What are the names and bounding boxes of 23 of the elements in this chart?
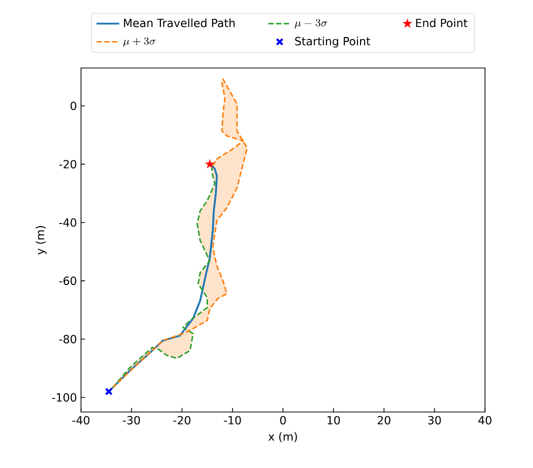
x-tick-label: 0	[280, 416, 286, 424]
legend-label: $\mu-3\sigma$	[294, 19, 328, 29]
y-axis-title: y (m)	[36, 226, 47, 255]
legend-label: Starting Point	[295, 36, 370, 48]
y-tick-label: -60	[59, 276, 76, 286]
legend-label: Mean Travelled Path	[124, 18, 235, 28]
x-tick-label: 40	[478, 416, 492, 424]
y-tick-label: -20	[59, 160, 76, 168]
x-tick-label: -20	[173, 416, 190, 424]
y-tick-label: -40	[59, 218, 76, 227]
x-axis-title: x (m)	[268, 432, 297, 442]
x-tick-label: 10	[328, 416, 340, 424]
line-series	[112, 78, 248, 388]
y-tick-label: -80	[59, 334, 76, 344]
x-tick-label: 30	[428, 416, 441, 424]
legend-label: End Point	[416, 18, 468, 28]
x-tick-label: -40	[72, 416, 90, 424]
x-tick-label: -30	[122, 416, 140, 424]
x-tick-label: 20	[378, 416, 390, 424]
y-tick-label: -100	[52, 393, 76, 402]
legend-label: $\mu+3\sigma$	[123, 37, 156, 47]
x-tick-label: -10	[224, 416, 241, 424]
y-tick-label: 0	[70, 102, 76, 110]
